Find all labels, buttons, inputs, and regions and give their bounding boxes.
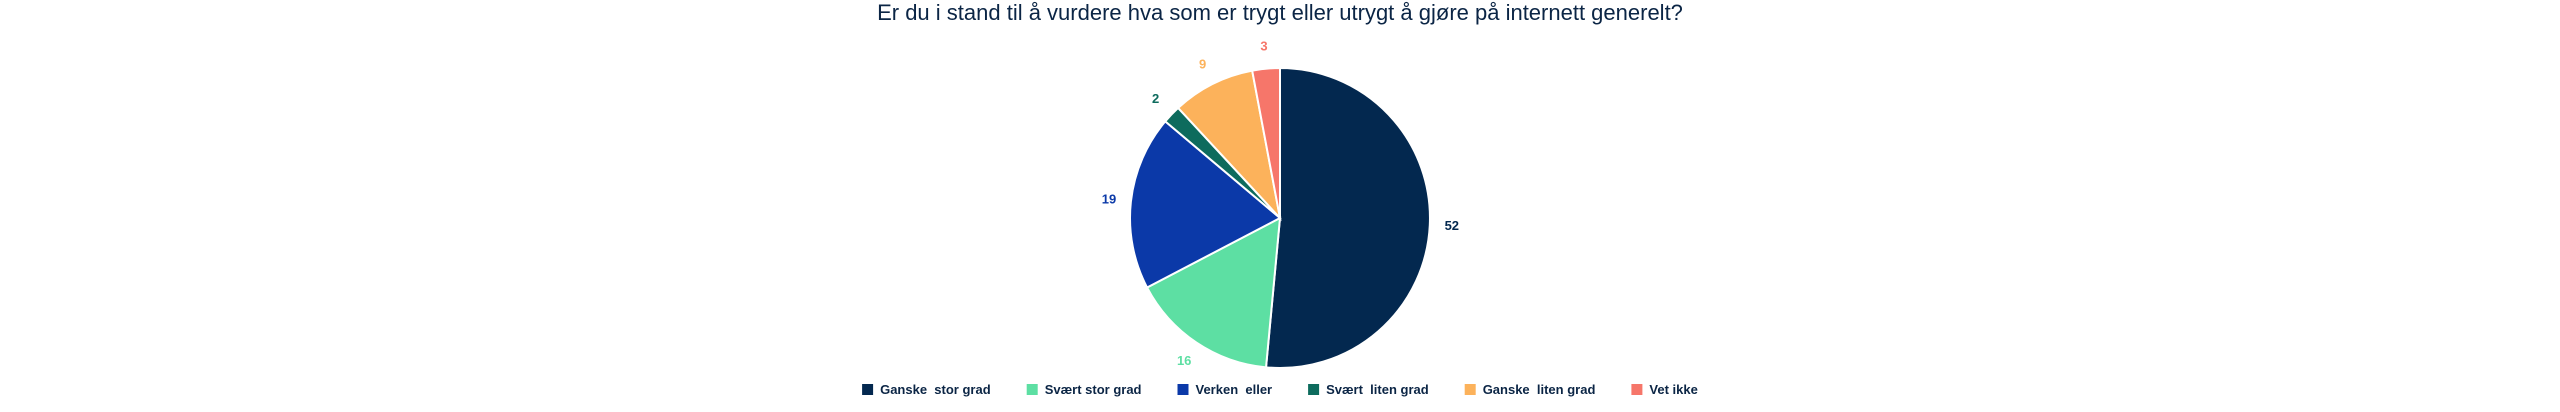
legend-swatch [1026,384,1038,395]
pie-slice-ganske-liten-grad [1176,69,1282,222]
legend-label: Svært stor grad [1045,382,1142,397]
legend-item-ganske-stor-grad: Ganske stor grad [862,382,991,397]
data-label-svært-stor-grad: 16 [1177,353,1191,368]
pie-slice-vet-ikke [1251,66,1281,219]
data-label-ganske-stor-grad: 52 [1445,218,1459,233]
pie-slices [1129,66,1431,369]
legend-item-svært-liten-grad: Svært liten grad [1308,382,1429,397]
legend-swatch [1177,384,1189,395]
legend-item-svært-stor-grad: Svært stor grad [1026,382,1142,397]
legend-swatch [862,384,874,395]
data-labels: 52 16 19 2 9 3 [1102,39,1459,368]
legend-label: Verken eller [1196,382,1273,397]
legend-swatch [1308,384,1320,395]
data-label-ganske-liten-grad: 9 [1199,56,1206,71]
legend-item-verken-eller: Verken eller [1177,382,1273,397]
legend-item-ganske-liten-grad: Ganske liten grad [1464,382,1596,397]
data-label-vet-ikke: 3 [1260,39,1267,54]
data-label-verken-eller: 19 [1102,191,1116,206]
data-label-svært-liten-grad: 2 [1152,91,1159,106]
legend-label: Vet ikke [1649,382,1697,397]
chart-title: Er du i stand til å vurdere hva som er t… [877,0,1683,25]
legend-swatch [1464,384,1476,395]
pie-slice-verken-eller [1129,119,1282,289]
legend-label: Ganske stor grad [880,382,991,397]
legend-label: Svært liten grad [1326,382,1429,397]
pie-slice-ganske-stor-grad [1264,66,1431,369]
legend-label: Ganske liten grad [1483,382,1596,397]
pie-slice-svært-stor-grad [1145,216,1282,369]
legend-item-vet-ikke: Vet ikke [1631,382,1698,397]
legend: Ganske stor grad Svært stor grad Verken el… [862,382,1698,397]
legend-swatch [1631,384,1643,395]
